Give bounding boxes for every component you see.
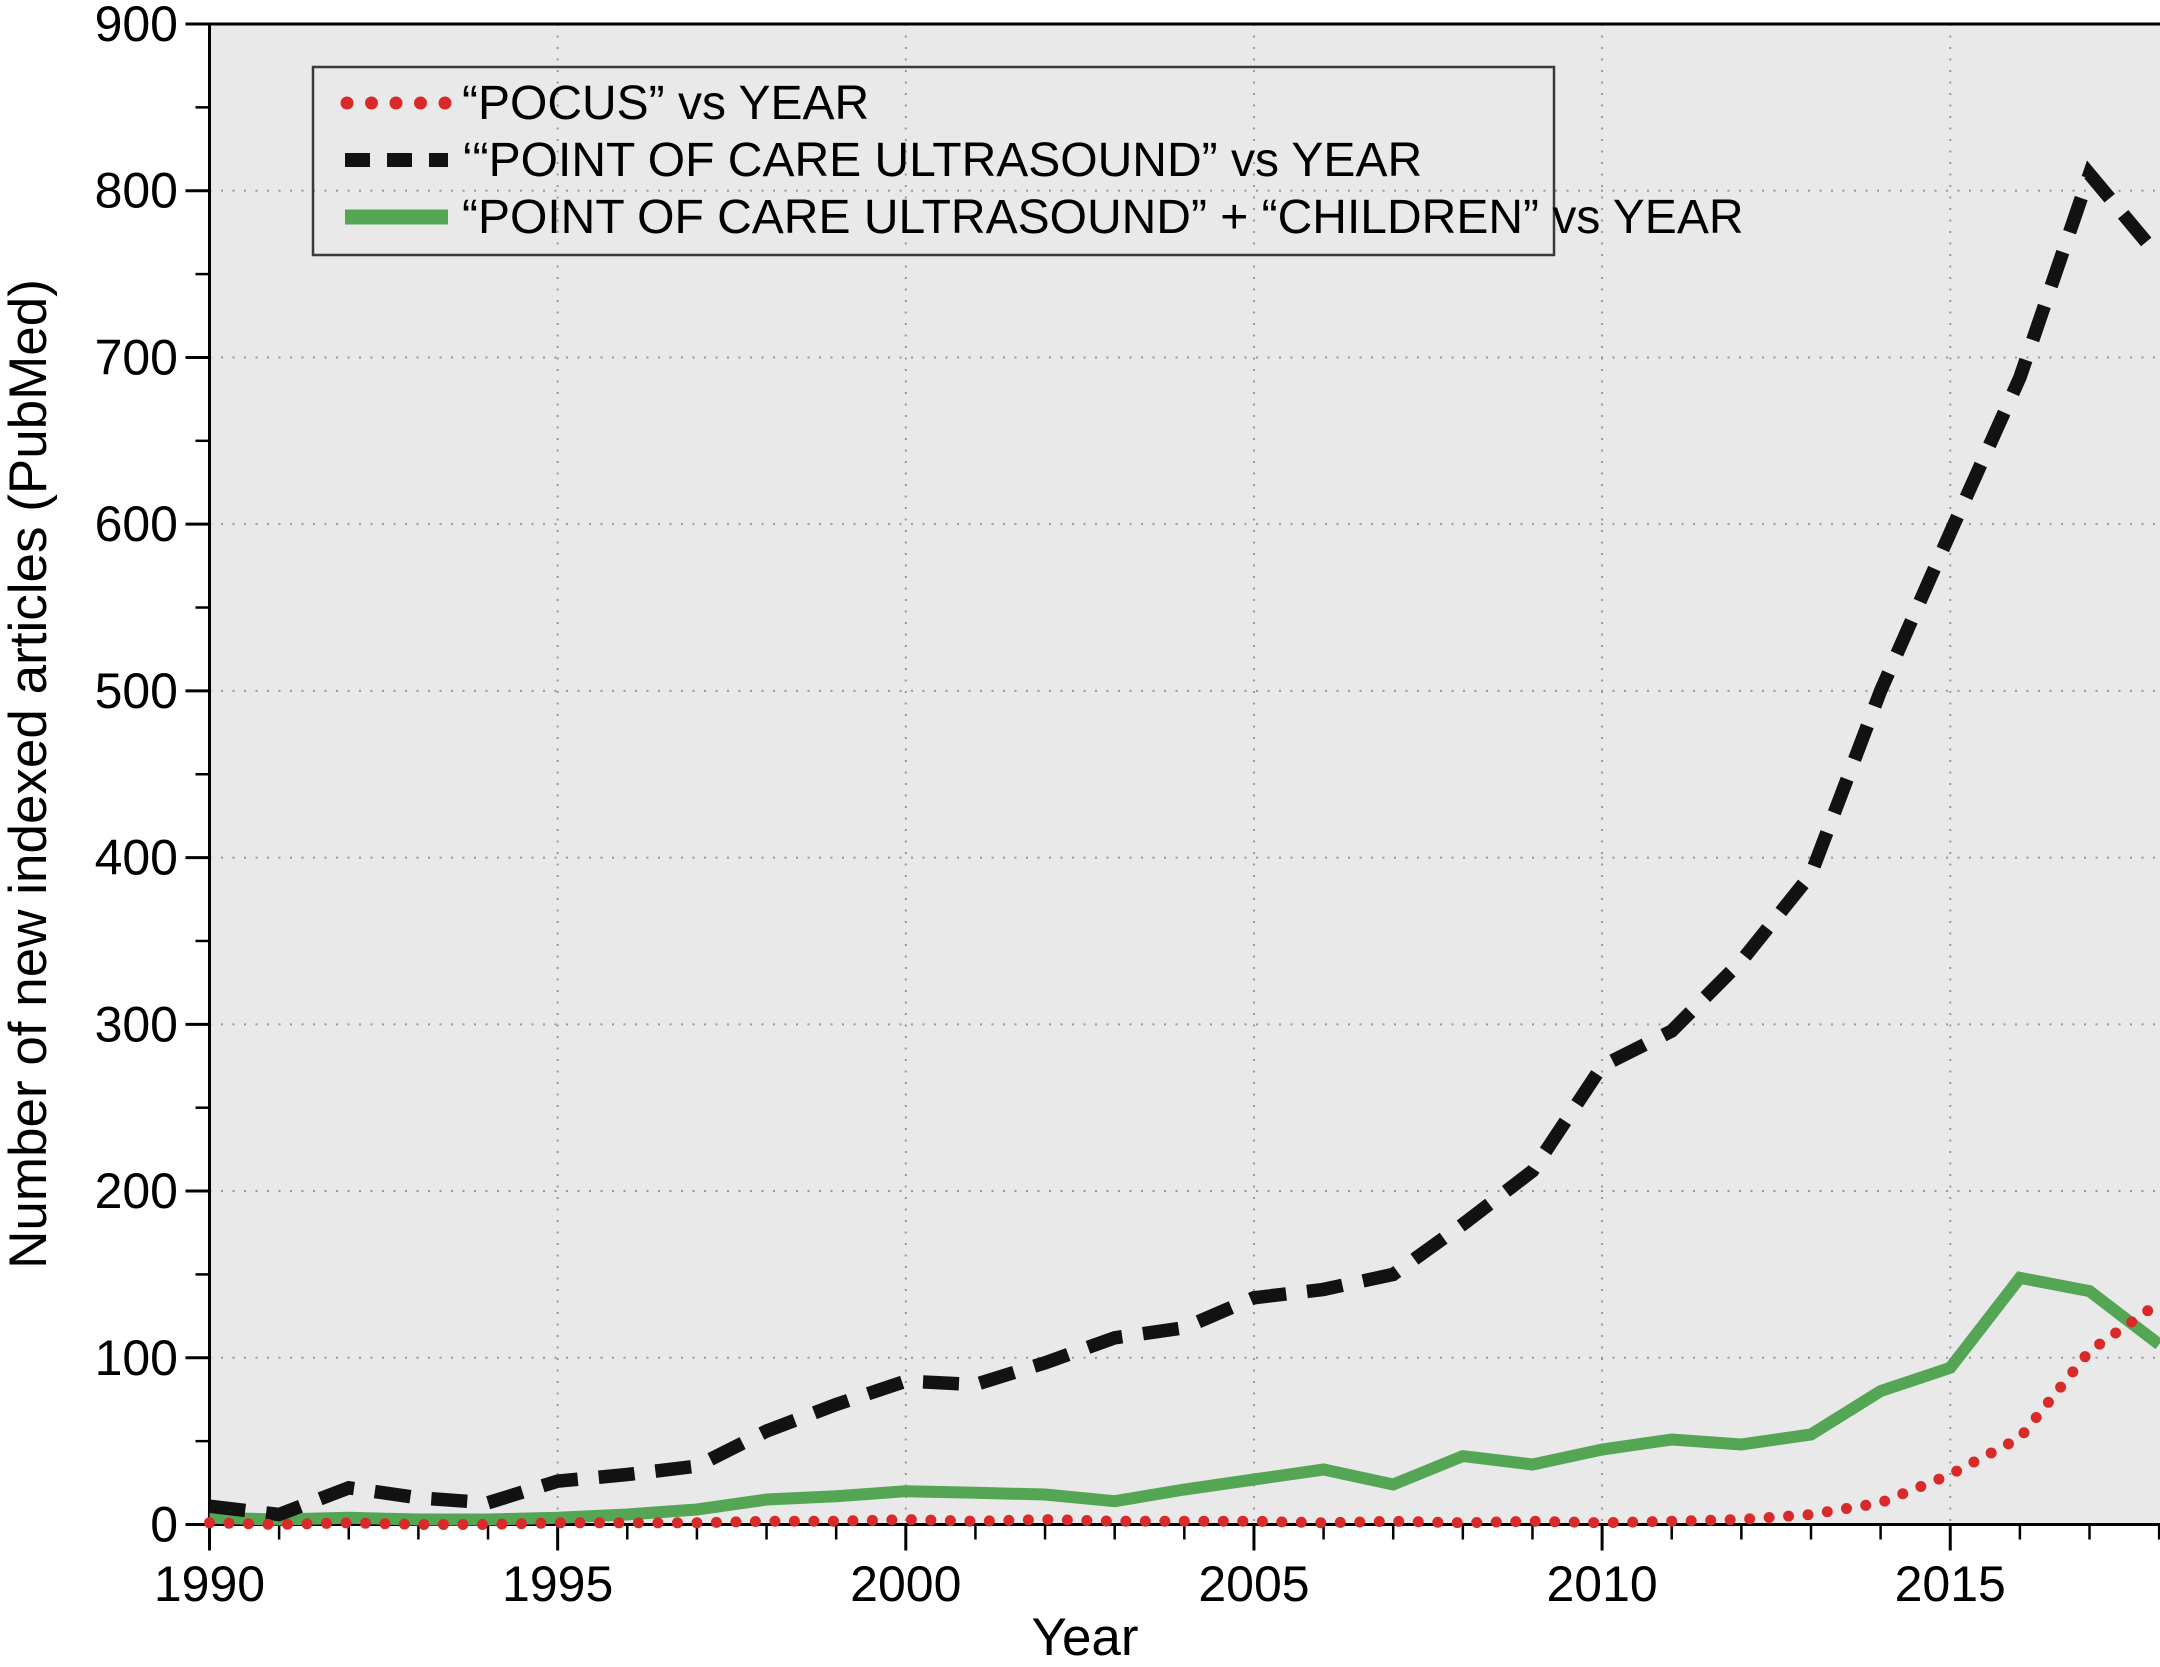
legend-label: “POINT OF CARE ULTRASOUND” + “CHILDREN” … bbox=[462, 191, 1744, 244]
x-tick-label: 2010 bbox=[1546, 1556, 1657, 1612]
legend: “POCUS” vs YEAR ‘“POINT OF CARE ULTRASOU… bbox=[311, 65, 1744, 257]
y-tick-label: 100 bbox=[95, 1330, 178, 1386]
y-axis-title: Number of new indexed articles (PubMed) bbox=[0, 279, 58, 1269]
x-tick-label: 2000 bbox=[850, 1556, 961, 1612]
y-tick-label: 300 bbox=[95, 996, 178, 1052]
y-tick-label: 200 bbox=[95, 1163, 178, 1219]
legend-box bbox=[311, 65, 1556, 257]
y-tick-label: 800 bbox=[95, 163, 178, 219]
y-tick-label: 0 bbox=[150, 1497, 178, 1553]
x-tick-label: 2015 bbox=[1895, 1556, 2006, 1612]
legend-label: “POCUS” vs YEAR bbox=[462, 77, 869, 130]
x-tick-label: 2005 bbox=[1198, 1556, 1309, 1612]
x-tick-label: 1990 bbox=[154, 1556, 265, 1612]
series-line-dotted bbox=[204, 1297, 2160, 1531]
axis-tick-labels: 0 100 200 300 400 500 600 700 800 900 1990 1995 2000… bbox=[95, 0, 2006, 1612]
x-tick-label: 1995 bbox=[502, 1556, 613, 1612]
y-tick-label: 400 bbox=[95, 830, 178, 886]
y-tick-label: 900 bbox=[95, 0, 178, 52]
y-tick-label: 500 bbox=[95, 663, 178, 719]
plot-area bbox=[209, 24, 2160, 1525]
legend-item: “POCUS” vs YEAR bbox=[340, 77, 869, 130]
axis-ticks bbox=[185, 22, 2160, 1551]
legend-item: ‘“POINT OF CARE ULTRASOUND” vs YEAR bbox=[345, 134, 1422, 187]
legend-item: “POINT OF CARE ULTRASOUND” + “CHILDREN” … bbox=[345, 191, 1744, 244]
series-line-solid bbox=[209, 1271, 2160, 1526]
y-tick-label: 700 bbox=[95, 329, 178, 385]
y-tick-label: 600 bbox=[95, 496, 178, 552]
x-axis-title: Year bbox=[1031, 1608, 1138, 1667]
legend-label: ‘“POINT OF CARE ULTRASOUND” vs YEAR bbox=[462, 134, 1422, 187]
data-series bbox=[204, 160, 2160, 1531]
